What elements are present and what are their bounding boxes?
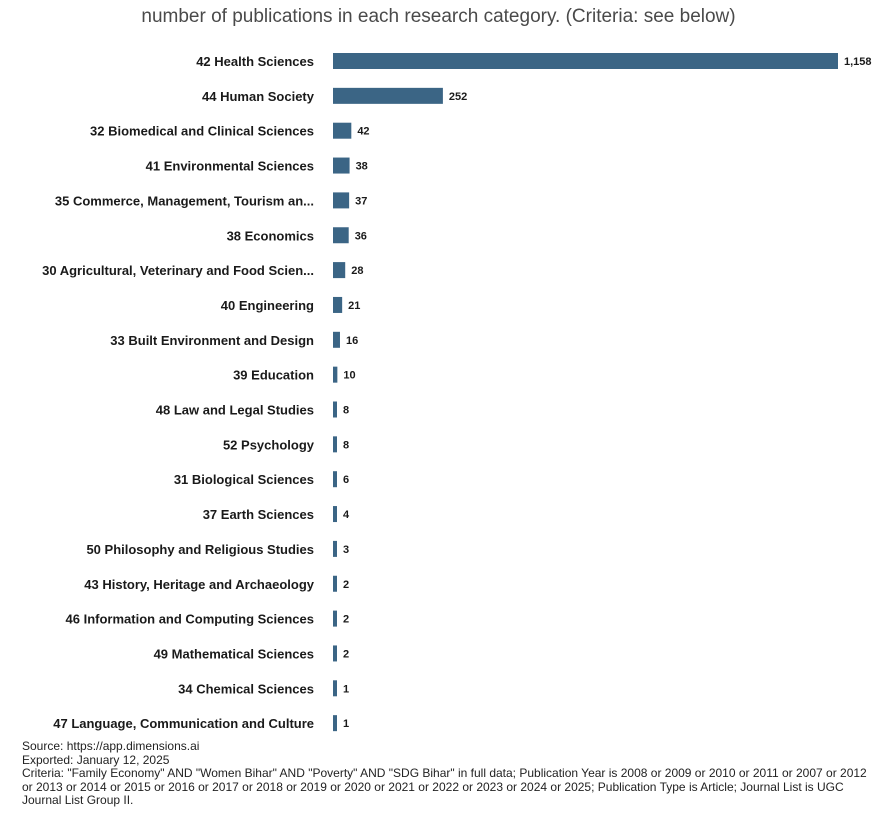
category-label: 49 Mathematical Sciences <box>154 646 314 661</box>
value-label: 42 <box>357 126 369 138</box>
category-label: 43 History, Heritage and Archaeology <box>84 577 315 592</box>
category-label: 40 Engineering <box>221 298 314 313</box>
value-label: 21 <box>348 300 360 312</box>
value-label: 2 <box>343 648 349 660</box>
bar[interactable] <box>333 715 337 732</box>
footer-notes: Source: https://app.dimensions.ai Export… <box>22 739 872 808</box>
bar[interactable] <box>333 645 337 662</box>
value-label: 6 <box>343 474 349 486</box>
value-label: 1 <box>343 683 349 695</box>
bar[interactable] <box>333 540 337 557</box>
value-label: 8 <box>343 405 349 417</box>
bar[interactable] <box>333 262 346 279</box>
bar[interactable] <box>333 192 350 209</box>
category-label: 31 Biological Sciences <box>174 472 314 487</box>
bar[interactable] <box>333 401 337 418</box>
bar[interactable] <box>333 227 349 244</box>
bar[interactable] <box>333 331 340 348</box>
source-note: Source: https://app.dimensions.ai <box>22 739 200 753</box>
value-label: 10 <box>343 370 355 382</box>
criteria-note: Criteria: "Family Economy" AND "Women Bi… <box>22 766 867 807</box>
category-label: 37 Earth Sciences <box>203 507 314 522</box>
value-label: 1,158 <box>844 56 872 68</box>
value-label: 3 <box>343 544 349 556</box>
category-label: 48 Law and Legal Studies <box>156 403 314 418</box>
category-label: 50 Philosophy and Religious Studies <box>86 542 314 557</box>
value-label: 38 <box>356 161 368 173</box>
value-label: 8 <box>343 439 349 451</box>
value-label: 4 <box>343 509 350 521</box>
category-label: 38 Economics <box>227 228 314 243</box>
category-label: 47 Language, Communication and Culture <box>53 716 314 731</box>
category-label: 52 Psychology <box>223 437 315 452</box>
category-label: 42 Health Sciences <box>196 54 314 69</box>
bar[interactable] <box>333 506 337 523</box>
bar[interactable] <box>333 575 337 592</box>
category-label: 44 Human Society <box>202 89 315 104</box>
bar[interactable] <box>333 87 443 104</box>
bar[interactable] <box>333 296 343 313</box>
category-label: 41 Environmental Sciences <box>146 159 314 174</box>
category-label: 30 Agricultural, Veterinary and Food Sci… <box>42 263 314 278</box>
value-label: 1 <box>343 718 349 730</box>
category-label: 34 Chemical Sciences <box>178 681 314 696</box>
category-label: 32 Biomedical and Clinical Sciences <box>90 124 314 139</box>
value-label: 2 <box>343 579 349 591</box>
value-label: 2 <box>343 614 349 626</box>
category-label: 35 Commerce, Management, Tourism an... <box>55 193 314 208</box>
value-label: 28 <box>351 265 363 277</box>
value-label: 16 <box>346 335 358 347</box>
bar[interactable] <box>333 157 350 174</box>
category-label: 33 Built Environment and Design <box>110 333 314 348</box>
bar[interactable] <box>333 436 337 453</box>
value-label: 36 <box>355 230 367 242</box>
category-label: 39 Education <box>233 368 314 383</box>
category-label: 46 Information and Computing Sciences <box>66 612 314 627</box>
chart-title: number of publications in each research … <box>141 6 736 27</box>
value-label: 37 <box>355 195 367 207</box>
bar[interactable] <box>333 122 352 139</box>
bar[interactable] <box>333 53 838 69</box>
bar[interactable] <box>333 610 337 627</box>
value-label: 252 <box>449 91 467 103</box>
bar-chart: 42 Health Sciences 1,158 44 Human Society 2… <box>42 53 872 732</box>
bar[interactable] <box>333 680 337 697</box>
bar[interactable] <box>333 471 337 488</box>
bar[interactable] <box>333 366 338 383</box>
exported-note: Exported: January 12, 2025 <box>22 752 170 767</box>
